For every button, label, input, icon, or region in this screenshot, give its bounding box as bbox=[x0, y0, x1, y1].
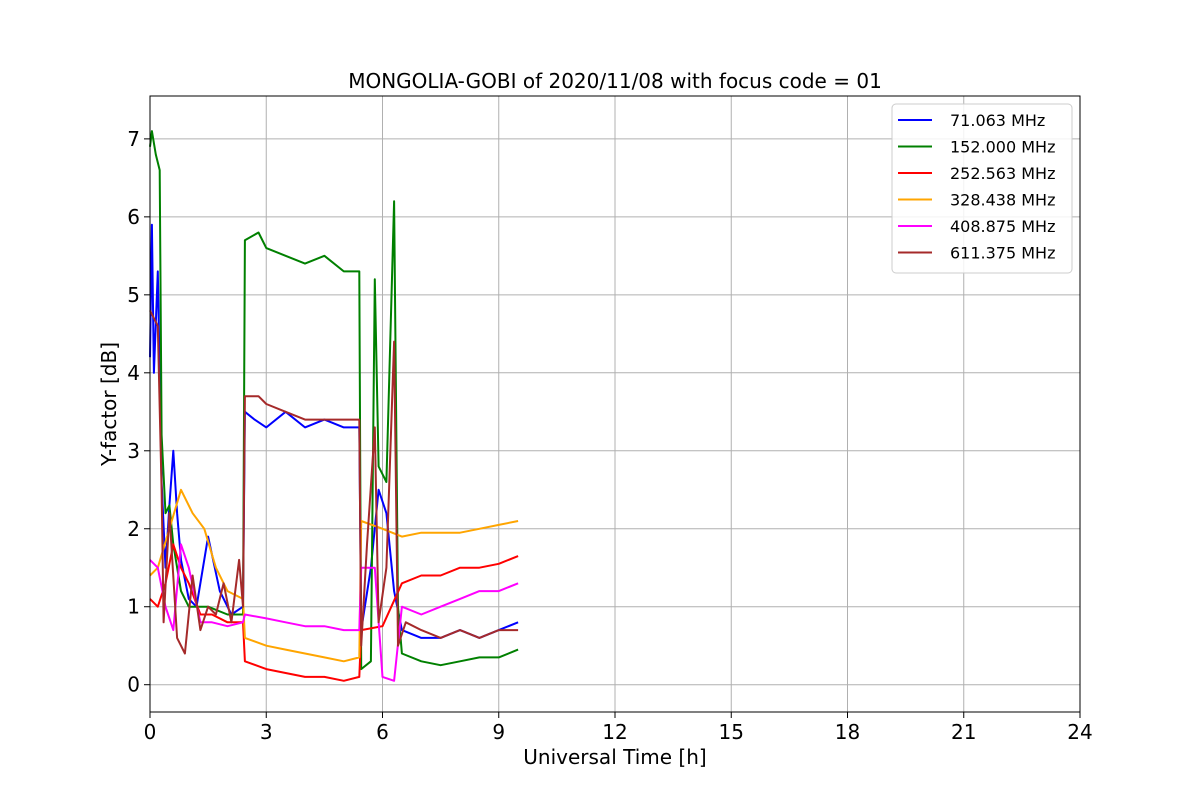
legend-box bbox=[891, 103, 1073, 274]
x-tick-label: 6 bbox=[376, 720, 389, 744]
series-line-4 bbox=[149, 543, 519, 682]
y-tick-label: 6 bbox=[127, 205, 140, 229]
y-tick-label: 1 bbox=[127, 595, 140, 619]
legend-label: 71.063 MHz bbox=[950, 111, 1045, 130]
x-tick-label: 3 bbox=[260, 720, 273, 744]
x-tick-label: 18 bbox=[835, 720, 860, 744]
series-line-5 bbox=[149, 309, 519, 655]
legend: 71.063 MHz 152.000 MHz 252.563 MHz 328.438 … bbox=[891, 103, 1073, 274]
legend-label: 328.438 MHz bbox=[950, 191, 1055, 210]
x-tick-label: 12 bbox=[602, 720, 627, 744]
chart-title: MONGOLIA-GOBI of 2020/11/08 with focus c… bbox=[348, 69, 882, 93]
y-tick-label: 5 bbox=[127, 283, 140, 307]
legend-label: 152.000 MHz bbox=[950, 138, 1055, 157]
x-tick-label: 9 bbox=[492, 720, 505, 744]
x-tick-label: 24 bbox=[1067, 720, 1092, 744]
x-axis-label: Universal Time [h] bbox=[523, 745, 706, 769]
legend-label: 408.875 MHz bbox=[950, 217, 1055, 236]
series-line-2 bbox=[149, 543, 519, 682]
legend-label: 252.563 MHz bbox=[950, 164, 1055, 183]
legend-label: 611.375 MHz bbox=[950, 244, 1055, 263]
x-tick-label: 0 bbox=[144, 720, 157, 744]
y-tick-label: 0 bbox=[127, 673, 140, 697]
series-line-3 bbox=[149, 488, 519, 663]
series-layer bbox=[149, 130, 519, 682]
y-tick-label: 4 bbox=[127, 361, 140, 385]
x-tick-label: 21 bbox=[951, 720, 976, 744]
y-tick-label: 3 bbox=[127, 439, 140, 463]
y-tick-label: 7 bbox=[127, 127, 140, 151]
y-tick-label: 2 bbox=[127, 517, 140, 541]
series-line-1 bbox=[149, 130, 519, 671]
y-axis-label: Y-factor [dB] bbox=[97, 342, 121, 467]
x-tick-label: 15 bbox=[719, 720, 744, 744]
